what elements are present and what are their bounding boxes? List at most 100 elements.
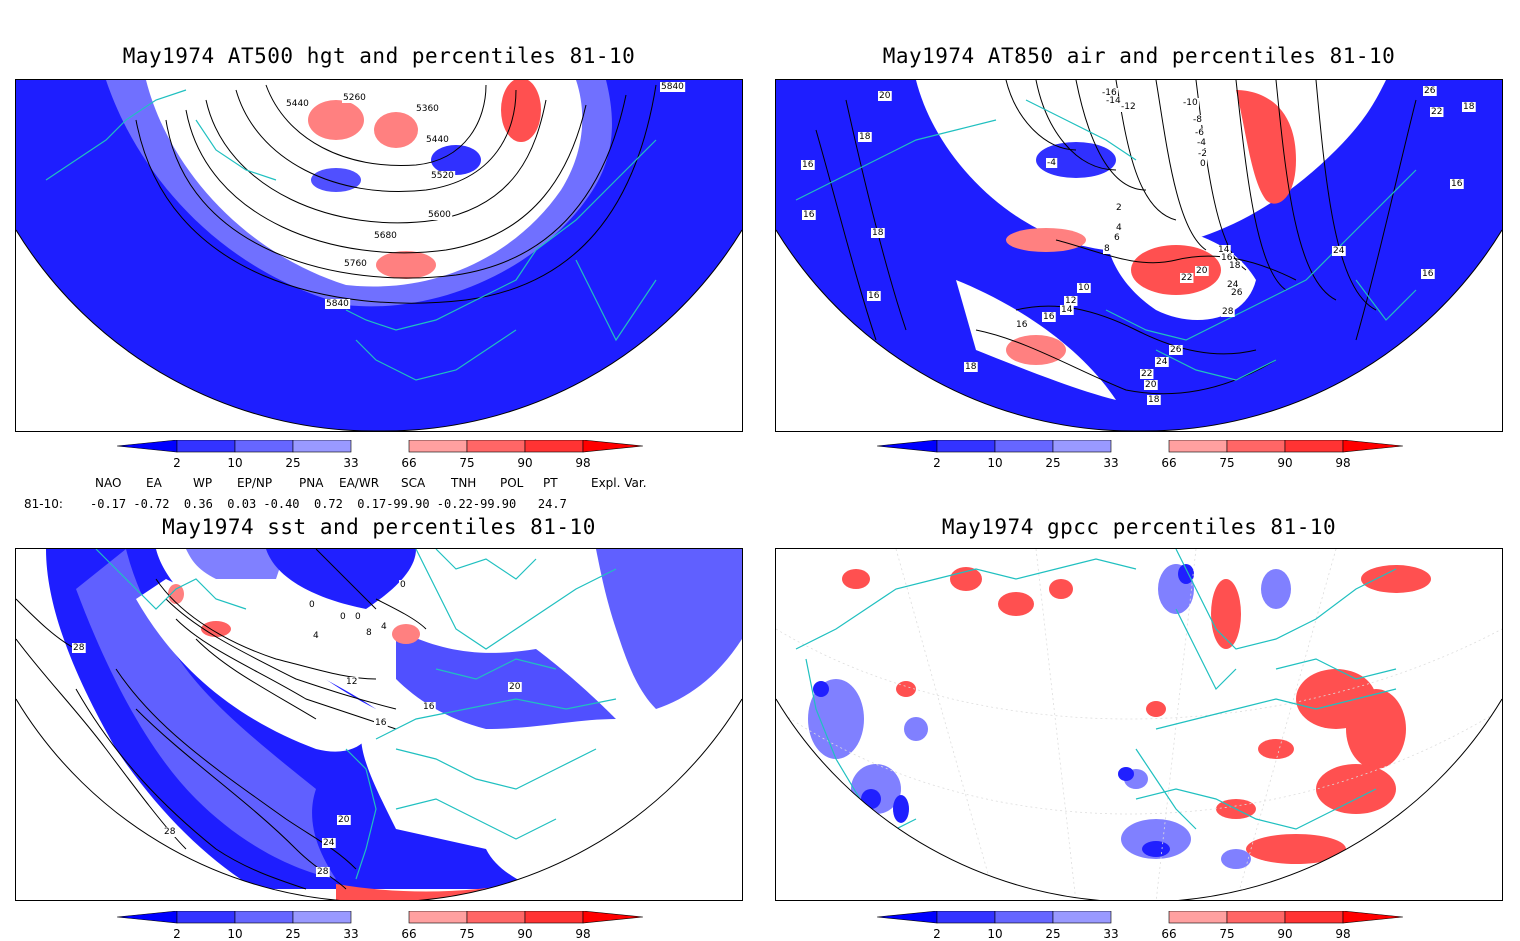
- contour-label-bg: [1430, 107, 1444, 117]
- colorbar-label: 10: [227, 456, 243, 470]
- contour-label: -6: [1195, 128, 1204, 138]
- contour-label: 16: [423, 702, 435, 712]
- colorbar-label: 2: [933, 456, 941, 470]
- swatch-4: [408, 439, 468, 453]
- contour-label: 5520: [431, 171, 454, 181]
- contour-label: -14: [1106, 96, 1121, 106]
- contour-label-bg: [1199, 159, 1207, 169]
- colorbar-bottom-right: 2 10 25 33 66 75 90 98: [876, 910, 1404, 941]
- colorbar-label: 2: [173, 927, 181, 941]
- colorbar-label: 2: [173, 456, 181, 470]
- contour-label-bg: [373, 231, 399, 241]
- contour-label-bg: [312, 631, 320, 641]
- panel3-title: May1974 sst and percentiles 81-10: [162, 515, 596, 539]
- contour-label-bg: [1230, 288, 1244, 298]
- contour-label: 28: [73, 643, 85, 653]
- contour-label: 28: [317, 867, 329, 877]
- colorbar-label: 33: [1103, 927, 1119, 941]
- colorbar-label: 33: [343, 456, 359, 470]
- contour-label: 18: [872, 228, 884, 238]
- swatch-7: [1342, 910, 1404, 924]
- contour-label: 16: [1016, 320, 1028, 330]
- swatch-3: [292, 439, 352, 453]
- contour-label-bg: [1155, 357, 1169, 367]
- contour-label-bg: [1101, 88, 1118, 98]
- contour-label: 16: [375, 718, 387, 728]
- contour-label-bg: [1421, 269, 1435, 279]
- colorbar-swatches: [116, 910, 644, 924]
- contour-label: 20: [1145, 380, 1157, 390]
- panel3-map-svg: 0 0 0 0 4 4 8 12 16 16 20 28 28 24 20 28: [16, 549, 742, 900]
- contour-label-bg: [858, 132, 872, 142]
- contour-label: 5440: [286, 99, 309, 109]
- contour-label: 12: [346, 677, 357, 687]
- contour-label-bg: [354, 612, 362, 622]
- contour-label: 16: [1221, 253, 1233, 263]
- index-header: EA/WR: [339, 476, 380, 490]
- contour-label: -4: [1047, 158, 1056, 168]
- contour-label-bg: [380, 622, 388, 632]
- index-header: TNH: [451, 476, 477, 490]
- contour-label-bg: [285, 99, 311, 109]
- colorbar-label: 33: [343, 927, 359, 941]
- contour-label: 4: [381, 622, 387, 632]
- contour-label: -4: [1197, 138, 1206, 148]
- contour-label-bg: [399, 580, 407, 590]
- index-row-label: 81-10:: [24, 497, 63, 511]
- contour-label: 24: [1333, 246, 1345, 256]
- swatch-5: [466, 910, 526, 924]
- contour-label: 4: [313, 631, 319, 641]
- swatch-2: [234, 439, 294, 453]
- index-header: EP/NP: [237, 476, 273, 490]
- contour-label: 5680: [374, 231, 397, 241]
- contour-label: 12: [1065, 296, 1076, 306]
- contour-label-bg: [878, 91, 892, 101]
- colorbar-swatches: [876, 439, 1404, 453]
- contour-label: -16: [1102, 88, 1117, 98]
- contour-label-bg: [1060, 305, 1074, 315]
- index-header: PT: [543, 476, 558, 490]
- colorbar-label: 98: [575, 456, 591, 470]
- swatch-1: [936, 910, 996, 924]
- contour-label: 5360: [416, 104, 439, 114]
- colorbar-label: 10: [987, 927, 1003, 941]
- contour-label-bg: [365, 628, 373, 638]
- contour-label-bg: [867, 291, 881, 301]
- contour-label-bg: [316, 867, 330, 877]
- colorbar-label: 98: [1335, 927, 1351, 941]
- contour-label: 0: [309, 600, 315, 610]
- contour-label-bg: [72, 643, 86, 653]
- contour-label-bg: [1221, 307, 1235, 317]
- colorbar-label: 75: [1219, 927, 1235, 941]
- swatch-3: [1052, 910, 1112, 924]
- swatch-0: [116, 439, 178, 453]
- contour-label-bg: [322, 838, 336, 848]
- panel4-map: [775, 548, 1503, 901]
- colorbar-label: 75: [459, 456, 475, 470]
- colorbar-label: 10: [227, 927, 243, 941]
- swatch-2: [994, 439, 1054, 453]
- contour-label: -8: [1193, 115, 1202, 125]
- contour-label: 16: [868, 291, 880, 301]
- contour-label: 24: [1227, 280, 1239, 290]
- contour-label: -10: [1183, 98, 1198, 108]
- swatch-7: [1342, 439, 1404, 453]
- contour-label-bg: [308, 600, 316, 610]
- contour-label: 22: [1181, 273, 1192, 283]
- contour-label-bg: [325, 299, 351, 309]
- index-header: PNA: [299, 476, 324, 490]
- teleconnection-indices: NAO EA WP EP/NP PNA EA/WR SCA TNH POL PT…: [0, 476, 760, 516]
- swatch-6: [524, 439, 584, 453]
- index-header: NAO: [95, 476, 122, 490]
- index-header: POL: [500, 476, 524, 490]
- contour-label-bg: [1462, 102, 1476, 112]
- colorbar-label: 25: [1045, 927, 1061, 941]
- contour-label-bg: [871, 228, 885, 238]
- panel4-title: May1974 gpcc percentiles 81-10: [941, 515, 1337, 539]
- contour-label: 18: [859, 132, 871, 142]
- panel1-map-svg: 5440 5260 5360 5840 5440 5520 5600 5680 …: [16, 80, 742, 431]
- contour-label-bg: [1103, 244, 1111, 254]
- swatch-0: [876, 439, 938, 453]
- contour-label: 0: [400, 580, 406, 590]
- swatch-4: [1168, 910, 1228, 924]
